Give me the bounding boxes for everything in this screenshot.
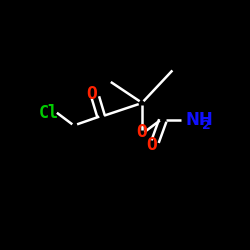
Text: 2: 2 xyxy=(202,119,211,132)
Text: O: O xyxy=(86,84,97,102)
Text: NH: NH xyxy=(186,112,214,130)
Text: Cl: Cl xyxy=(39,104,59,122)
Text: O: O xyxy=(146,136,157,154)
Text: O: O xyxy=(136,123,147,141)
